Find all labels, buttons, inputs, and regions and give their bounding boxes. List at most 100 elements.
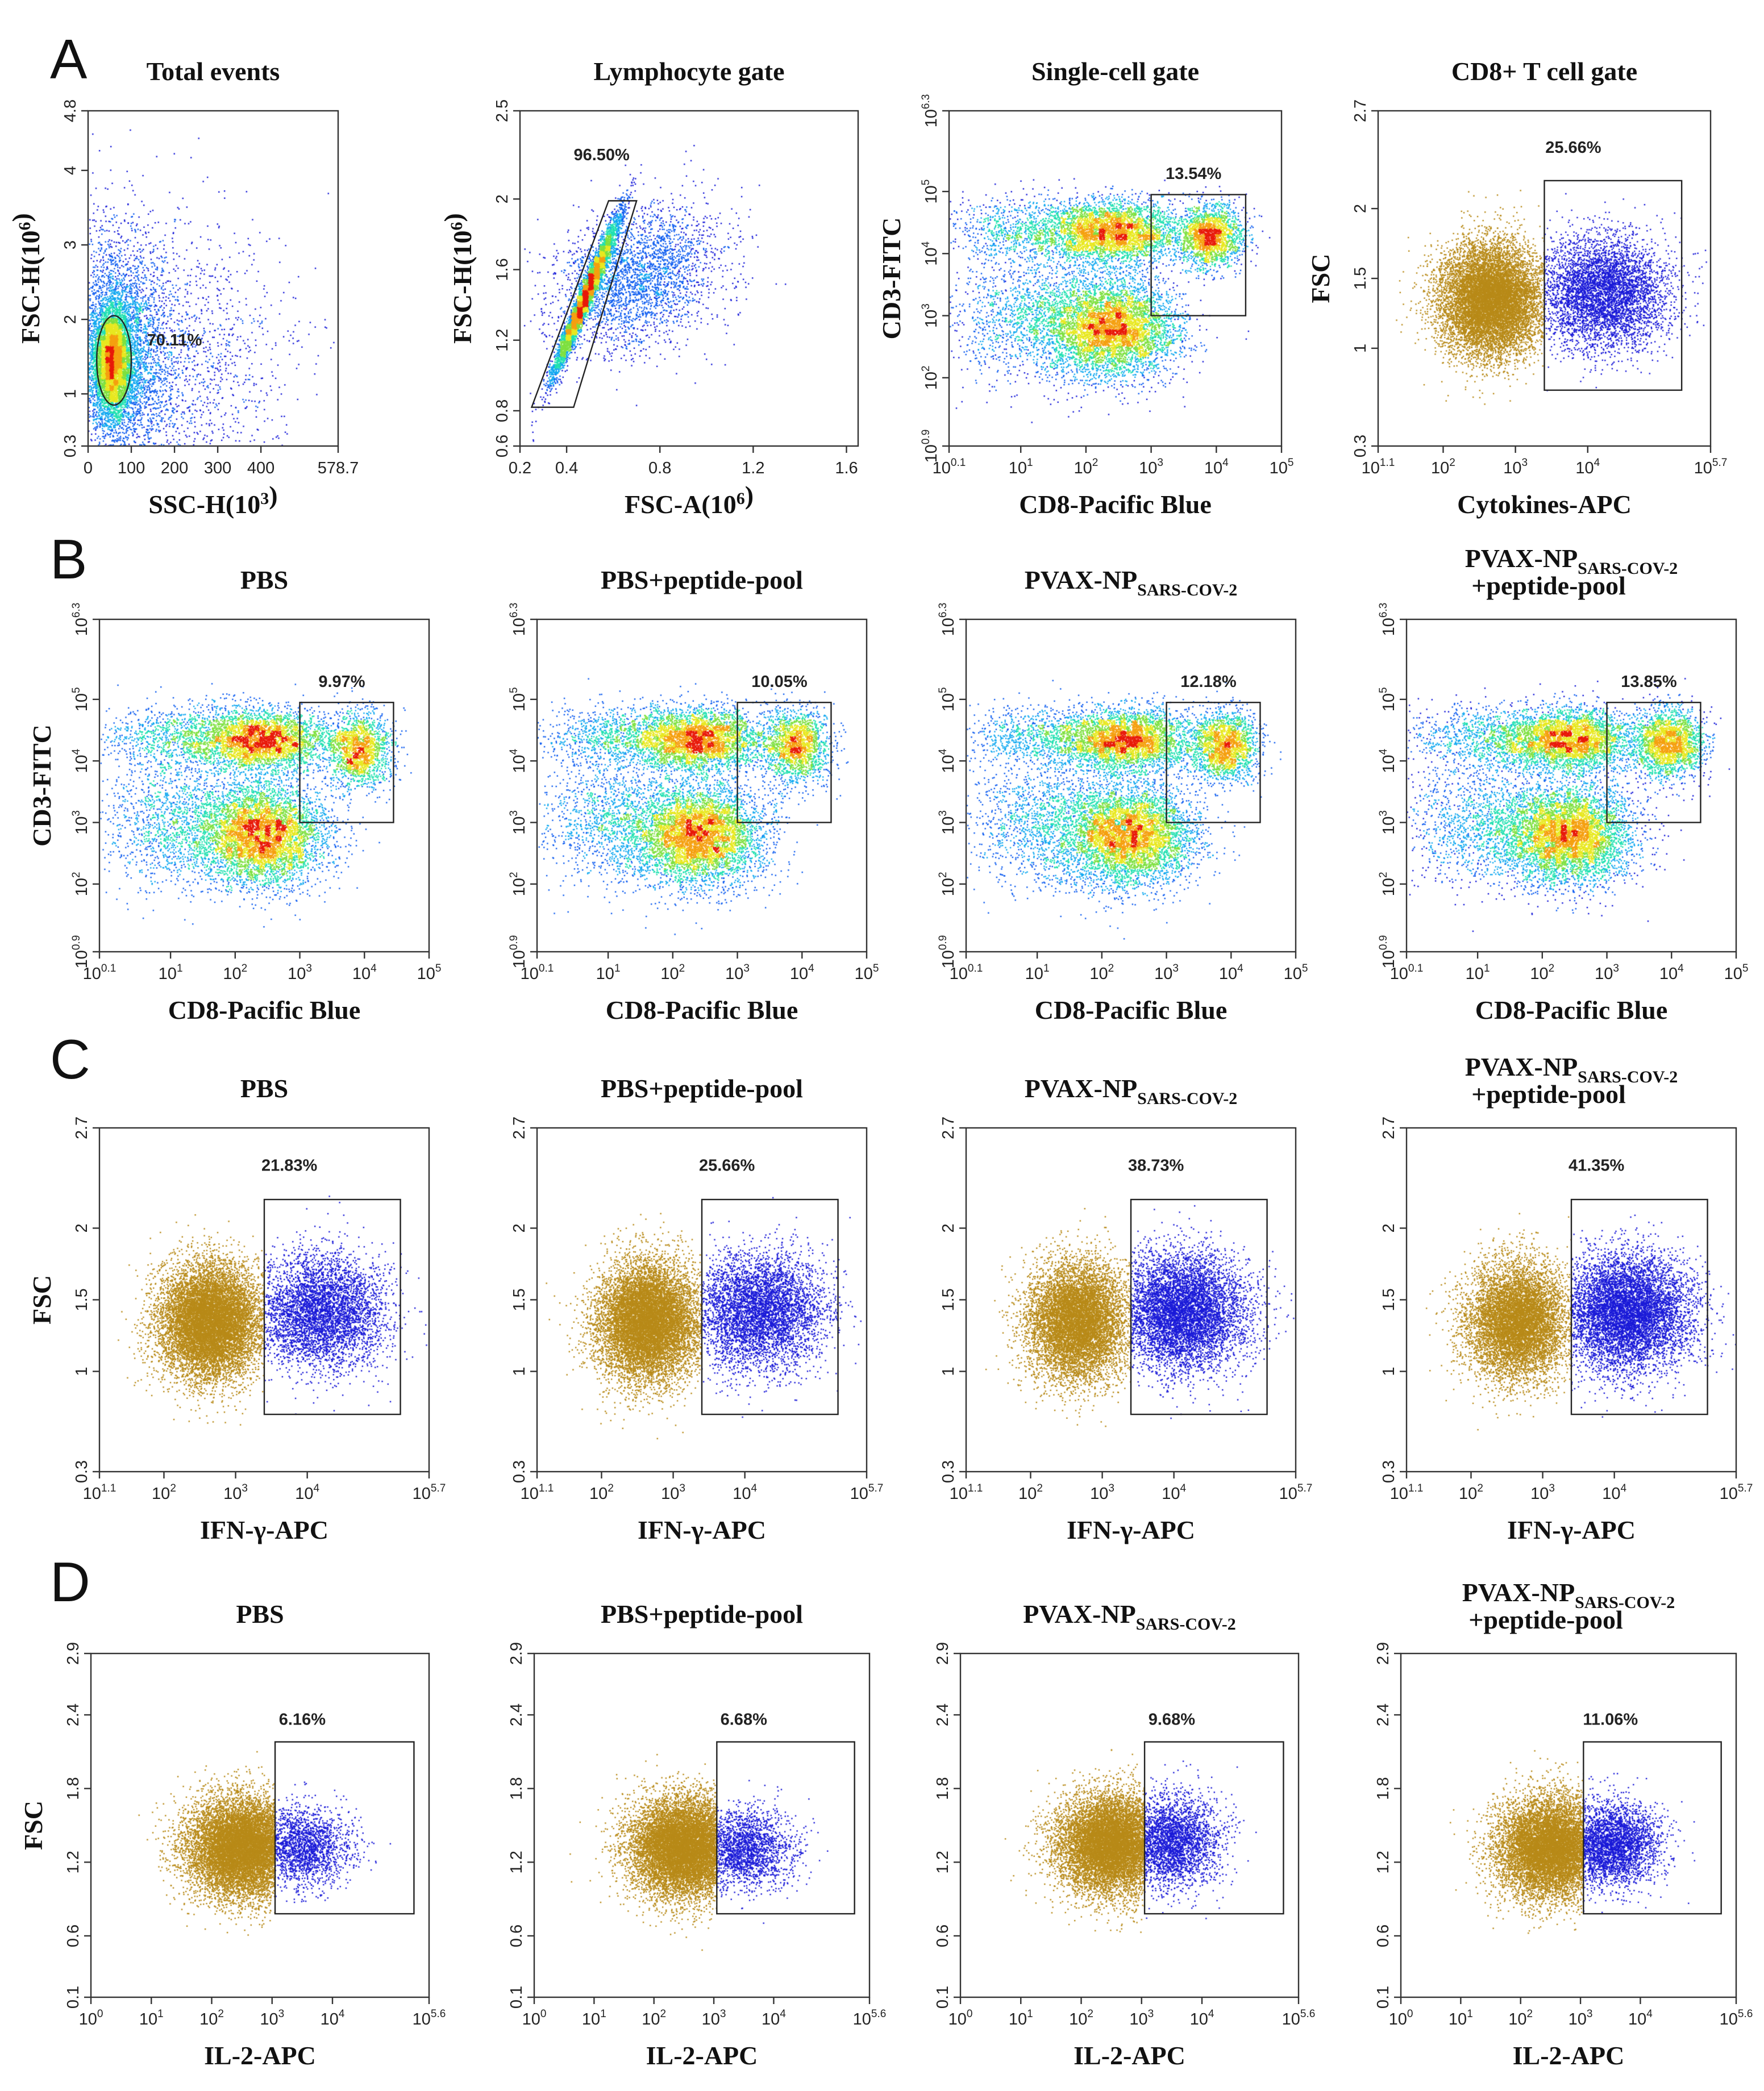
x-tick-exponent: 0.1 bbox=[951, 457, 966, 469]
x-tick-exponent: 1 bbox=[1484, 963, 1490, 974]
y-tick-label: 1.6 bbox=[493, 258, 511, 281]
x-tick-label: 102 bbox=[1074, 457, 1098, 477]
y-tick-label: 105 bbox=[937, 687, 958, 711]
x-tick-exponent: 2 bbox=[608, 1482, 614, 1494]
chart-d3: 9.68%100 101 102 103 104 105.60.10.61.21.82.4… bbox=[934, 1600, 1315, 2070]
gate-rectangle bbox=[263, 1198, 401, 1415]
x-tick-label: 102 bbox=[199, 2008, 224, 2028]
gate-percentage: 70.11% bbox=[147, 331, 202, 349]
y-tick-exponent: 3 bbox=[70, 810, 82, 817]
x-tick-label: 105 bbox=[1270, 457, 1294, 477]
x-tick-exponent: 3 bbox=[1549, 1482, 1555, 1494]
y-tick-label: 100.9 bbox=[1378, 935, 1398, 969]
plot-frame bbox=[519, 110, 859, 447]
x-tick-label: 1.6 bbox=[835, 459, 858, 477]
label-text: IL-2-APC bbox=[1074, 2041, 1185, 2070]
x-tick-exponent: 2 bbox=[1477, 1482, 1483, 1494]
gate-percentage: 6.16% bbox=[279, 1710, 326, 1728]
y-tick-label: 0.3 bbox=[61, 435, 80, 457]
label-text: IL-2-APC bbox=[204, 2041, 316, 2070]
y-tick-label: 105 bbox=[920, 180, 941, 204]
y-tick-label: 106.3 bbox=[508, 603, 529, 636]
chart-title: PVAX-NPSARS-COV-2 bbox=[1465, 1052, 1678, 1086]
x-tick-label: 105.7 bbox=[1694, 457, 1728, 477]
x-tick-label: 104 bbox=[1628, 2008, 1653, 2028]
label-text: Cytokines-APC bbox=[1457, 490, 1632, 519]
plot-frame bbox=[959, 1652, 1300, 1998]
gate-percentage: 38.73% bbox=[1128, 1157, 1184, 1175]
panel-letter-a: A bbox=[50, 28, 88, 90]
x-tick-exponent: 3 bbox=[1587, 2008, 1593, 2020]
scatter-canvas-holder bbox=[537, 619, 867, 952]
x-tick-exponent: 4 bbox=[1208, 2008, 1214, 2020]
x-tick-exponent: 4 bbox=[371, 963, 377, 974]
y-tick-label: 105 bbox=[508, 687, 529, 711]
x-tick-exponent: 4 bbox=[1180, 1482, 1186, 1494]
y-tick-exponent: 5 bbox=[508, 687, 520, 693]
x-axis-label: Cytokines-APC bbox=[1457, 490, 1632, 519]
y-tick-label: 2.9 bbox=[1374, 1642, 1392, 1665]
x-tick-label: 105.6 bbox=[853, 2008, 887, 2028]
x-tick-label: 103 bbox=[725, 963, 750, 983]
x-tick-exponent: 3 bbox=[720, 2008, 726, 2020]
chart-title-line2: +peptide-pool bbox=[1468, 1605, 1623, 1634]
x-tick-exponent: 0 bbox=[540, 2008, 547, 2020]
x-tick-exponent: 5 bbox=[1302, 963, 1308, 974]
x-tick-exponent: 4 bbox=[339, 2008, 345, 2020]
y-tick-label: 1 bbox=[939, 1367, 958, 1376]
gate-rectangle bbox=[737, 702, 832, 823]
x-tick-exponent: 3 bbox=[1148, 2008, 1154, 2020]
label-text: CD3-FITC bbox=[27, 724, 56, 847]
x-tick-label: 102 bbox=[1069, 2008, 1093, 2028]
label-text: CD8-Pacific Blue bbox=[606, 995, 798, 1024]
x-tick-exponent: 3 bbox=[679, 1482, 685, 1494]
y-tick-exponent: 6.3 bbox=[937, 603, 949, 618]
x-tick-label: 102 bbox=[1089, 963, 1114, 983]
x-axis-label: CD8-Pacific Blue bbox=[1019, 490, 1212, 519]
y-tick-label: 1.5 bbox=[939, 1288, 958, 1311]
label-text: CD3-FITC bbox=[877, 218, 906, 340]
x-tick-label: 105.7 bbox=[1720, 1482, 1753, 1503]
title-main: PVAX-NP bbox=[1023, 1600, 1135, 1628]
x-tick-exponent: 4 bbox=[1237, 963, 1243, 974]
gate-rectangle bbox=[1143, 1741, 1284, 1915]
x-tick-label: 103 bbox=[260, 2008, 284, 2028]
x-tick-exponent: 2 bbox=[1449, 457, 1455, 469]
x-tick-exponent: 2 bbox=[242, 963, 248, 974]
y-tick-label: 2.7 bbox=[939, 1117, 958, 1139]
y-tick-exponent: 0.9 bbox=[70, 935, 82, 950]
chart-title: PVAX-NPSARS-COV-2 bbox=[1465, 544, 1678, 578]
y-tick-label: 0.1 bbox=[1374, 1986, 1392, 2009]
y-tick-label: 0.3 bbox=[1351, 435, 1370, 457]
y-tick-exponent: 4 bbox=[1378, 748, 1389, 755]
title-main: Single-cell gate bbox=[1031, 57, 1199, 86]
y-axis-label: CD3-FITC bbox=[27, 724, 56, 847]
x-tick-exponent: 5 bbox=[435, 963, 442, 974]
x-tick-label: 104 bbox=[1204, 457, 1229, 477]
y-tick-label: 1.8 bbox=[934, 1777, 952, 1800]
x-tick-exponent: 0 bbox=[1407, 2008, 1413, 2020]
x-tick-exponent: 5.6 bbox=[431, 2008, 446, 2020]
x-tick-exponent: 5.7 bbox=[1738, 1482, 1753, 1494]
gate-percentage: 25.66% bbox=[699, 1157, 755, 1175]
x-tick-label: 0.2 bbox=[509, 459, 531, 477]
x-tick-label: 104 bbox=[762, 2008, 786, 2028]
x-tick-exponent: 4 bbox=[1646, 2008, 1653, 2020]
x-tick-label: 101.1 bbox=[950, 1482, 983, 1503]
y-tick-exponent: 4 bbox=[508, 748, 520, 755]
y-tick-label: 2 bbox=[73, 1223, 91, 1232]
y-tick-exponent: 0.9 bbox=[1378, 935, 1389, 950]
y-tick-label: 1.5 bbox=[1351, 267, 1370, 290]
y-tick-exponent: 6.3 bbox=[1378, 603, 1389, 618]
x-axis-label: IL-2-APC bbox=[1074, 2041, 1185, 2070]
x-tick-label: 104 bbox=[733, 1482, 757, 1503]
gate-percentage: 11.06% bbox=[1583, 1710, 1638, 1728]
x-tick-exponent: 3 bbox=[242, 1482, 248, 1494]
y-tick-exponent: 0.9 bbox=[508, 935, 520, 950]
x-tick-label: 200 bbox=[161, 459, 188, 477]
x-tick-label: 103 bbox=[223, 1482, 248, 1503]
gate-rectangle bbox=[1570, 1198, 1708, 1415]
x-tick-label: 100 bbox=[1389, 2008, 1413, 2028]
x-axis-label: IL-2-APC bbox=[1513, 2041, 1625, 2070]
x-tick-label: 103 bbox=[1569, 2008, 1593, 2028]
